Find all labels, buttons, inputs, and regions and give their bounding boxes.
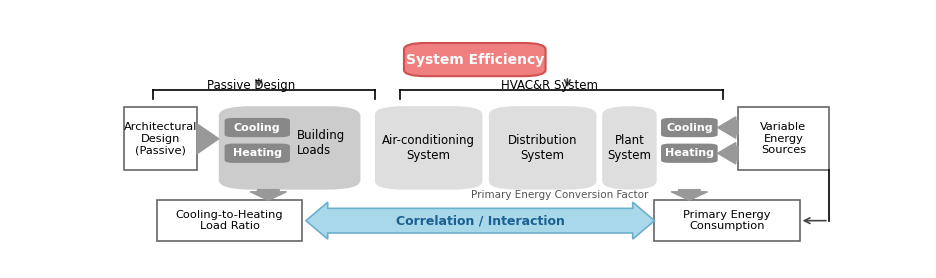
FancyBboxPatch shape — [489, 106, 595, 190]
FancyBboxPatch shape — [403, 43, 545, 76]
FancyBboxPatch shape — [225, 118, 289, 137]
FancyBboxPatch shape — [374, 106, 482, 190]
Text: Air-conditioning
System: Air-conditioning System — [382, 134, 475, 162]
FancyBboxPatch shape — [738, 107, 827, 170]
Text: Variable
Energy
Sources: Variable Energy Sources — [759, 122, 806, 155]
Polygon shape — [717, 143, 738, 164]
Text: Distribution
System: Distribution System — [507, 134, 577, 162]
Text: Passive Design: Passive Design — [207, 79, 295, 92]
Polygon shape — [305, 202, 653, 239]
Text: HVAC&R System: HVAC&R System — [500, 79, 597, 92]
FancyBboxPatch shape — [602, 106, 656, 190]
Text: Architectural
Design
(Passive): Architectural Design (Passive) — [124, 122, 197, 155]
FancyBboxPatch shape — [660, 118, 717, 137]
FancyBboxPatch shape — [218, 106, 360, 190]
Polygon shape — [670, 190, 707, 200]
Text: Plant
System: Plant System — [607, 134, 651, 162]
Polygon shape — [197, 124, 218, 154]
Text: Building
Loads: Building Loads — [297, 129, 345, 157]
Text: Cooling: Cooling — [665, 123, 712, 133]
Text: Primary Energy Conversion Factor: Primary Energy Conversion Factor — [471, 190, 648, 200]
Text: Cooling: Cooling — [234, 123, 280, 133]
Text: Cooling-to-Heating
Load Ratio: Cooling-to-Heating Load Ratio — [176, 210, 284, 232]
FancyBboxPatch shape — [225, 144, 289, 163]
Text: Correlation / Interaction: Correlation / Interaction — [395, 214, 564, 227]
Polygon shape — [250, 190, 286, 200]
FancyBboxPatch shape — [660, 144, 717, 163]
Text: Heating: Heating — [665, 148, 713, 158]
FancyBboxPatch shape — [653, 200, 798, 241]
Text: System Efficiency: System Efficiency — [405, 53, 543, 67]
Polygon shape — [717, 117, 738, 138]
Text: Heating: Heating — [232, 148, 282, 158]
FancyBboxPatch shape — [157, 200, 302, 241]
FancyBboxPatch shape — [124, 107, 197, 170]
Text: Primary Energy
Consumption: Primary Energy Consumption — [682, 210, 770, 232]
